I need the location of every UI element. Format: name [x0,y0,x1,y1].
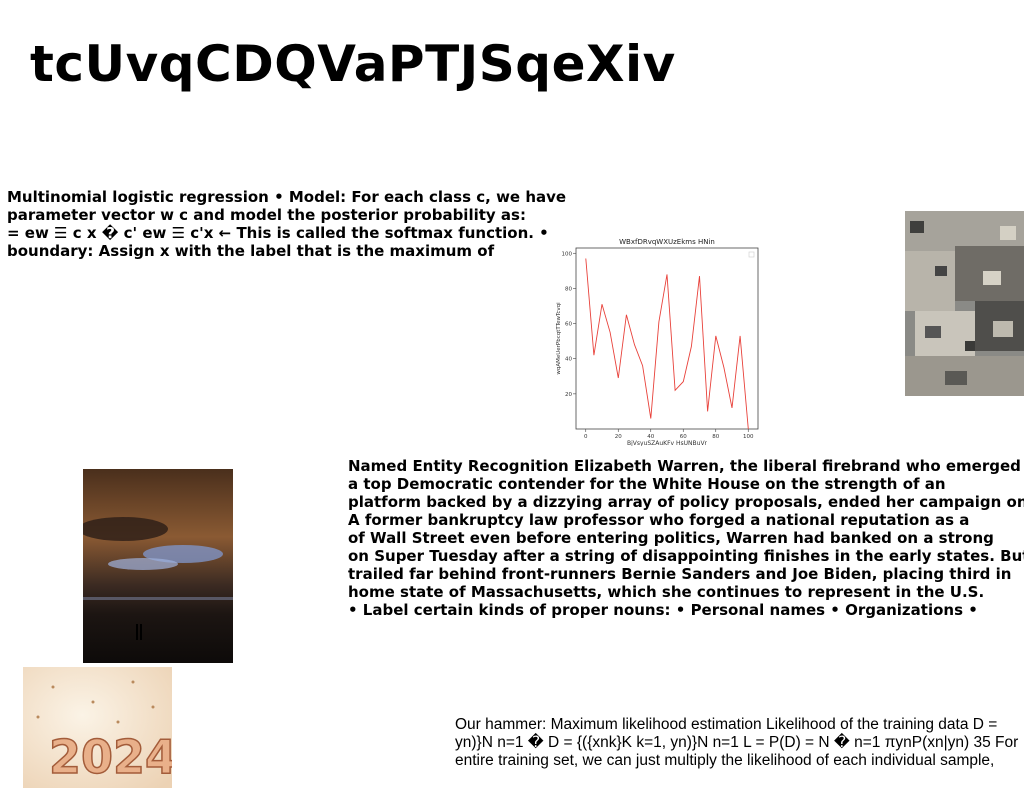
text-block-logistic-regression: Multinomial logistic regression • Model:… [7,188,566,260]
chart-title: WBxfDRvqWXUzEkms HNin [619,238,715,246]
text-block-named-entity: Named Entity Recognition Elizabeth Warre… [348,457,1024,619]
chart-y-tick-label: 60 [565,322,572,328]
chart-y-tick-label: 40 [565,357,572,363]
text-line: Multinomial logistic regression • Model:… [7,188,567,206]
text-line: • Label certain kinds of proper nouns: •… [348,601,978,619]
text-line: A former bankruptcy law professor who fo… [348,511,970,529]
text-line: = ew ☰ c x � c' ew ☰ c'x ← This is calle… [7,224,549,242]
chart-x-tick-label: 0 [584,434,588,440]
text-line: a top Democratic contender for the White… [348,475,946,493]
text-line: entire training set, we can just multipl… [455,752,995,769]
chart-x-tick-label: 100 [743,434,754,440]
chart-x-tick-label: 40 [647,434,654,440]
page-title: tcUvqCDQVaPTJSqeXiv [30,35,676,93]
city-photo [905,211,1024,396]
text-line: home state of Massachusetts, which she c… [348,583,985,601]
chart-x-tick-label: 20 [615,434,622,440]
chart-y-tick-label: 80 [565,286,572,292]
text-line: platform backed by a dizzying array of p… [348,493,1024,511]
year-2024-photo: 2024 [23,667,172,788]
chart-x-label: BjVsyuSZAuKFv HsUNBuVr [627,440,708,446]
text-line: Named Entity Recognition Elizabeth Warre… [348,457,1021,475]
chart-y-tick-label: 20 [565,392,572,398]
line-chart: WBxfDRvqWXUzEkms HNin BjVsyuSZAuKFv HsUNB… [556,238,759,446]
chart-x-tick-label: 60 [680,434,687,440]
chart-x-tick-label: 80 [712,434,719,440]
text-line: Our hammer: Maximum likelihood estimatio… [455,716,998,733]
chart-y-tick-label: 100 [562,251,573,257]
text-line: yn)}N n=1 � D = {({xnk}K k=1, yn)}N n=1 … [455,734,1019,751]
text-line: of Wall Street even before entering poli… [348,529,994,547]
text-block-likelihood: Our hammer: Maximum likelihood estimatio… [455,716,1018,770]
year-text: 2024 [49,730,172,784]
chart-series-line [585,258,749,430]
text-line: trailed far behind front-runners Bernie … [348,565,1012,583]
text-line: boundary: Assign x with the label that i… [7,242,495,260]
text-line: on Super Tuesday after a string of disap… [348,547,1024,565]
stormy-sky-photo [83,469,233,663]
text-line: parameter vector w c and model the poste… [7,206,526,224]
chart-y-label: wqAMeUerPbcqtTTewTcvqi [556,302,562,375]
chart-legend-box [748,251,755,258]
